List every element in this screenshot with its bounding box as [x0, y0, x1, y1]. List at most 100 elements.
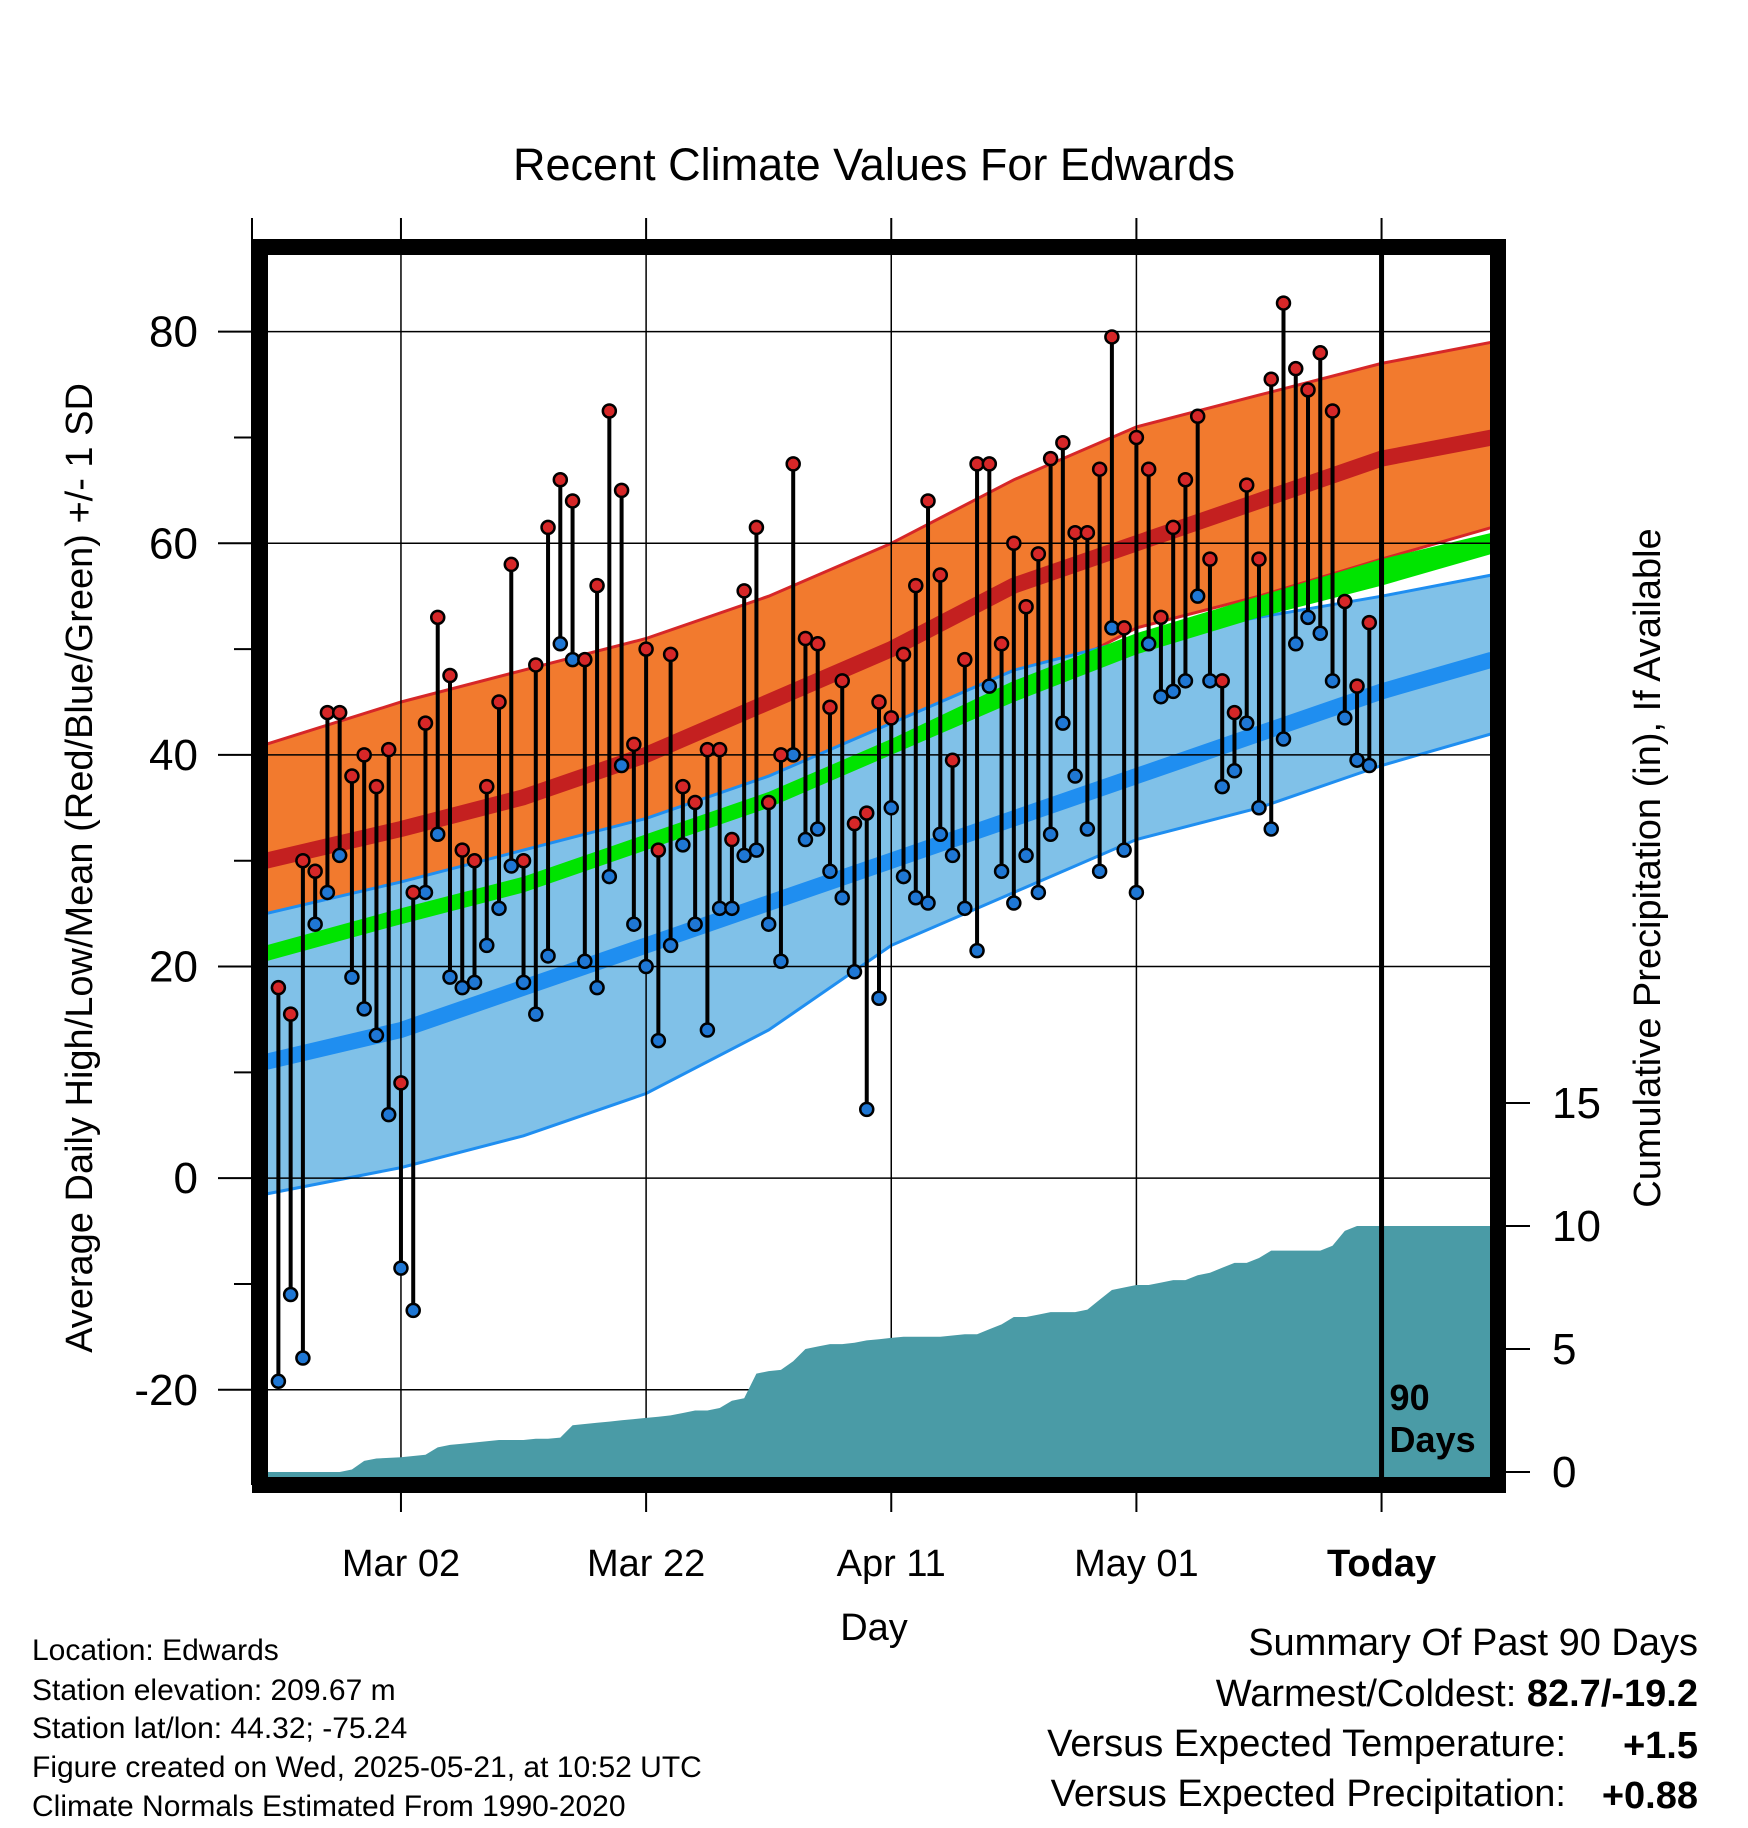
daily-low-point: [454, 979, 470, 996]
daily-high-point: [993, 636, 1010, 652]
daily-low-point: [846, 964, 863, 980]
daily-low-point: [650, 1032, 667, 1049]
daily-high-point: [1042, 450, 1059, 467]
daily-low-point: [993, 863, 1010, 880]
daily-high-point: [797, 630, 814, 647]
daily-low-point: [1042, 826, 1059, 843]
daily-low-point: [405, 1302, 421, 1319]
x-tick-label: Apr 11: [837, 1543, 946, 1585]
y-tick-label: 0: [174, 1154, 198, 1203]
daily-low-point: [613, 757, 630, 774]
daily-high-point: [638, 641, 654, 657]
station-info: Location: Edwards Station elevation: 209…: [32, 1634, 702, 1823]
daily-high-point: [834, 673, 850, 689]
y2-tick-label: 0: [1552, 1448, 1576, 1497]
daily-high-point: [417, 715, 434, 731]
daily-high-point: [405, 884, 421, 901]
daily-high-point: [785, 456, 801, 472]
daily-low-point: [344, 969, 360, 985]
daily-high-point: [356, 747, 372, 763]
daily-high-point: [932, 567, 949, 583]
daily-high-point: [1361, 614, 1378, 631]
daily-high-point: [454, 842, 470, 858]
daily-high-point: [307, 863, 323, 880]
warmest-value: 82.7/-19.2: [1527, 1673, 1698, 1715]
daily-high-point: [577, 651, 593, 668]
daily-high-point: [895, 646, 912, 663]
daily-low-point: [626, 916, 642, 932]
daily-high-point: [1238, 477, 1255, 493]
summary-precip-label: Versus Expected Precipitation:: [1051, 1773, 1566, 1815]
daily-high-point: [270, 979, 287, 996]
daily-high-point: [1104, 329, 1120, 345]
daily-high-point: [748, 519, 765, 536]
daily-high-point: [368, 778, 385, 795]
daily-low-point: [1030, 884, 1047, 901]
daily-low-point: [957, 900, 973, 917]
daily-high-point: [626, 736, 642, 753]
summary-temp-value: +1.5: [1623, 1725, 1698, 1767]
x-tick-label: Mar 02: [342, 1543, 460, 1585]
daily-high-point: [858, 805, 875, 821]
info-created: Figure created on Wed, 2025-05-21, at 10…: [32, 1751, 702, 1784]
daily-low-point: [675, 837, 691, 853]
daily-high-point: [760, 794, 777, 811]
daily-high-point: [515, 852, 532, 869]
daily-low-point: [319, 884, 336, 901]
daily-low-point: [871, 990, 887, 1007]
chart-title: Recent Climate Values For Edwards: [513, 139, 1235, 190]
daily-high-point: [675, 778, 691, 795]
y-tick-label: 80: [149, 308, 198, 357]
daily-low-point: [307, 916, 323, 932]
daily-low-point: [429, 826, 446, 843]
daily-high-point: [871, 694, 887, 710]
daily-low-point: [1275, 731, 1292, 747]
summary-warmest-coldest: Warmest/Coldest: 82.7/-19.2: [1216, 1673, 1698, 1715]
daily-high-point: [479, 778, 495, 795]
daily-low-point: [895, 868, 912, 885]
daily-high-point: [393, 1075, 409, 1091]
daily-high-point: [540, 519, 556, 536]
daily-high-point: [1202, 551, 1218, 567]
info-latlon: Station lat/lon: 44.32; -75.24: [32, 1712, 407, 1745]
x-tick-label: May 01: [1074, 1543, 1199, 1585]
daily-low-point: [1091, 863, 1108, 880]
daily-low-point: [760, 916, 777, 932]
y2-axis-label: Cumulative Precipitation (in), If Availa…: [1627, 528, 1669, 1207]
daily-high-point: [344, 768, 360, 784]
daily-low-point: [393, 1260, 409, 1276]
daily-low-point: [1238, 715, 1255, 731]
daily-low-point: [1337, 710, 1353, 726]
x-axis-label: Day: [840, 1607, 908, 1649]
daily-high-point: [491, 694, 507, 710]
daily-low-point: [515, 974, 532, 991]
daily-high-point: [601, 403, 618, 419]
daily-high-point: [883, 710, 900, 726]
daily-low-point: [748, 842, 765, 858]
daily-high-point: [528, 657, 544, 673]
daily-low-point: [540, 948, 556, 964]
daily-low-point: [822, 863, 838, 880]
y-tick-label: 40: [149, 731, 198, 780]
daily-high-point: [552, 472, 569, 488]
daily-low-point: [270, 1373, 287, 1390]
daily-low-point: [601, 868, 618, 885]
daily-high-point: [711, 741, 728, 758]
daily-low-point: [797, 831, 814, 848]
daily-low-point: [589, 979, 605, 996]
daily-low-point: [380, 1106, 397, 1123]
daily-low-point: [1055, 715, 1071, 731]
daily-high-point: [809, 636, 826, 652]
summary-panel: Summary Of Past 90 Days Warmest/Coldest:…: [1047, 1622, 1698, 1817]
daily-low-point: [1214, 778, 1230, 795]
daily-low-point: [442, 969, 458, 985]
daily-high-point: [1189, 408, 1206, 425]
daily-high-point: [1091, 461, 1108, 477]
info-elevation: Station elevation: 209.67 m: [32, 1674, 396, 1707]
daily-low-point: [969, 942, 985, 959]
today-days-label: Days: [1390, 1419, 1476, 1460]
daily-low-point: [858, 1101, 875, 1118]
daily-low-point: [368, 1027, 385, 1044]
daily-high-point: [589, 577, 605, 594]
daily-low-point: [1079, 821, 1096, 837]
